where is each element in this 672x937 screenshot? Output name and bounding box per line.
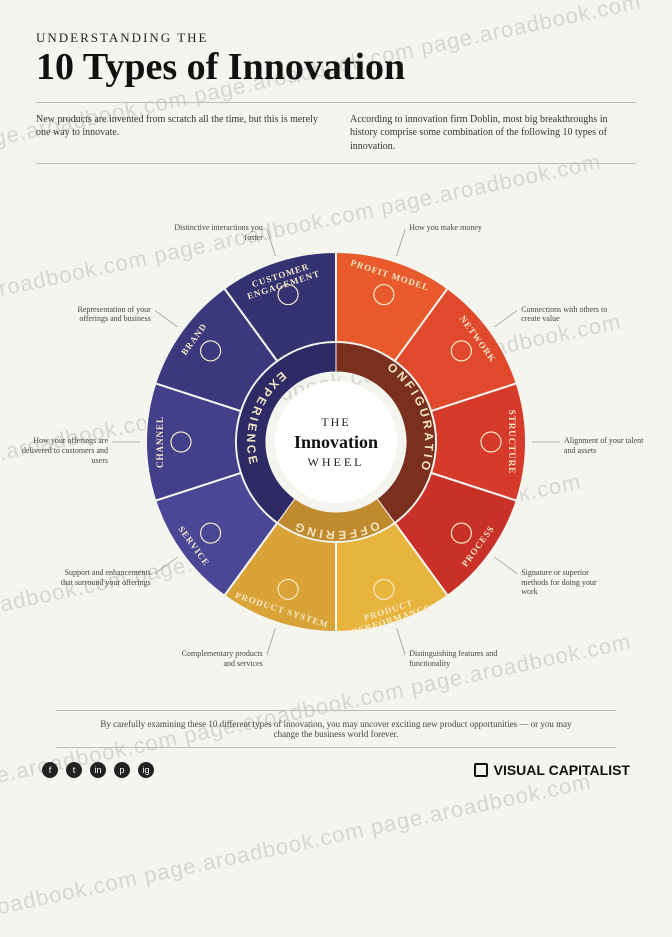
center-line3: WHEEL — [308, 455, 365, 470]
callout-line — [397, 229, 406, 256]
callout-line — [495, 311, 518, 327]
center-line2: Innovation — [294, 432, 378, 453]
footer: f t in p ig VISUAL CAPITALIST — [36, 762, 636, 778]
segment-callout: Alignment of your talent and assets — [564, 436, 654, 455]
instagram-icon[interactable]: ig — [138, 762, 154, 778]
callout-line — [397, 629, 406, 656]
segment-label: STRUCTURE — [507, 382, 517, 502]
segment-callout: How you make money — [409, 223, 499, 233]
segment-callout: Representation of your offerings and bus… — [61, 305, 151, 324]
segment-label: CHANNEL — [155, 382, 165, 502]
segment-callout: Distinguishing features and functionalit… — [409, 649, 499, 668]
callout-line — [155, 558, 178, 574]
page-title: 10 Types of Innovation — [36, 48, 636, 88]
callout-line — [495, 558, 518, 574]
callout-line — [155, 311, 178, 327]
brand-mark-icon — [474, 763, 488, 777]
segment-callout: How your offerings are delivered to cust… — [18, 436, 108, 465]
intro-left: New products are invented from scratch a… — [36, 113, 322, 154]
brand-text: VISUAL CAPITALIST — [494, 762, 630, 778]
brand-logo: VISUAL CAPITALIST — [474, 762, 630, 778]
page: UNDERSTANDING THE 10 Types of Innovation… — [0, 0, 672, 798]
segment-callout: Distinctive interactions you foster — [173, 223, 263, 242]
footnote: By carefully examining these 10 differen… — [56, 710, 616, 748]
callout-line — [267, 629, 276, 656]
facebook-icon[interactable]: f — [42, 762, 58, 778]
intro-row: New products are invented from scratch a… — [36, 102, 636, 165]
segment-callout: Signature or superior methods for doing … — [521, 568, 611, 597]
innovation-wheel: CONFIGURATIONOFFERINGEXPERIENCE THE Inno… — [36, 182, 636, 702]
linkedin-icon[interactable]: in — [90, 762, 106, 778]
segment-callout: Connections with others to create value — [521, 305, 611, 324]
social-icons: f t in p ig — [42, 762, 154, 778]
segment-callout: Support and enhancements that surround y… — [61, 568, 151, 587]
pinterest-icon[interactable]: p — [114, 762, 130, 778]
eyebrow: UNDERSTANDING THE — [36, 30, 636, 46]
intro-right: According to innovation firm Doblin, mos… — [350, 113, 636, 154]
wheel-center: THE Innovation WHEEL — [275, 381, 397, 503]
callout-line — [267, 229, 276, 256]
center-line1: THE — [321, 415, 350, 430]
twitter-icon[interactable]: t — [66, 762, 82, 778]
segment-callout: Complementary products and services — [173, 649, 263, 668]
